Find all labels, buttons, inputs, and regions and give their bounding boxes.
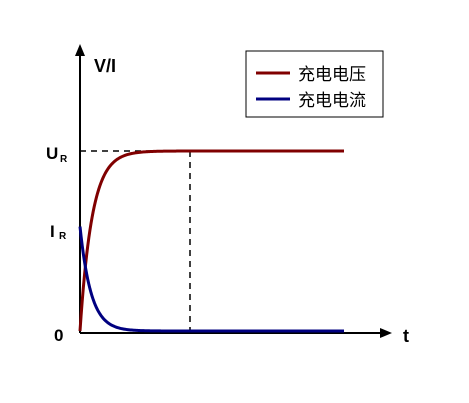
y-marker-ir-main: I [50, 222, 55, 241]
y-marker-ir-sub: R [59, 231, 67, 242]
origin-label: 0 [54, 326, 63, 345]
y-marker-ur-sub: R [60, 154, 68, 165]
y-marker-ur-main: U [46, 144, 58, 163]
legend: 充电电压 充电电流 [245, 50, 384, 118]
legend-item-current: 充电电流 [256, 91, 366, 111]
y-marker-ir: I R [50, 222, 67, 242]
legend-label-voltage: 充电电压 [298, 65, 366, 85]
x-axis-label: t [403, 326, 409, 346]
y-axis-label: V/I [94, 56, 116, 76]
legend-box [245, 50, 384, 118]
y-axis-arrow [75, 44, 85, 56]
x-axis-arrow [380, 328, 392, 338]
series-line-voltage [78, 149, 344, 332]
series-line-current [78, 226, 344, 333]
legend-item-voltage: 充电电压 [256, 65, 366, 85]
legend-label-current: 充电电流 [298, 91, 366, 111]
axes [75, 44, 392, 338]
y-marker-ur: U R [46, 144, 68, 165]
